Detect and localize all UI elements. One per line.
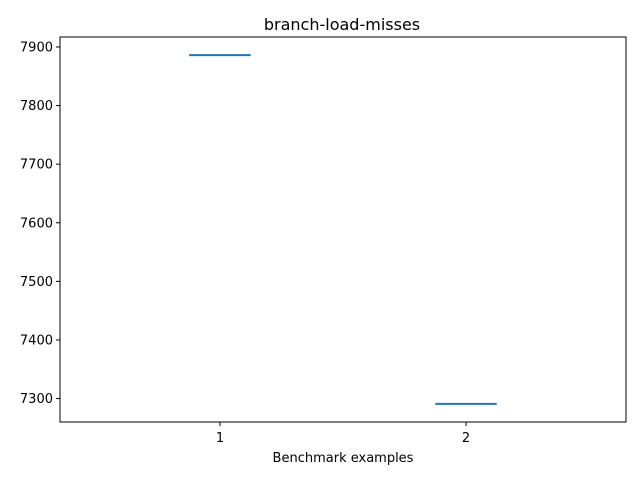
- y-tick-label: 7800: [20, 99, 53, 114]
- y-tick-label: 7900: [20, 40, 53, 55]
- y-axis: 7300 7400 7500 7600 7700 7800 7900: [20, 40, 60, 407]
- plot-area: [189, 54, 497, 405]
- plot-frame: [59, 36, 627, 423]
- y-tick-label: 7700: [20, 158, 53, 173]
- y-tick-label: 7400: [20, 333, 53, 348]
- y-tick-label: 7500: [20, 275, 53, 290]
- x-tick-label: 1: [216, 431, 224, 446]
- y-tick-label: 7300: [20, 392, 53, 407]
- x-axis-label: Benchmark examples: [273, 451, 414, 466]
- x-tick-label: 2: [462, 431, 470, 446]
- chart-title: branch-load-misses: [264, 15, 420, 34]
- y-tick-label: 7600: [20, 216, 53, 231]
